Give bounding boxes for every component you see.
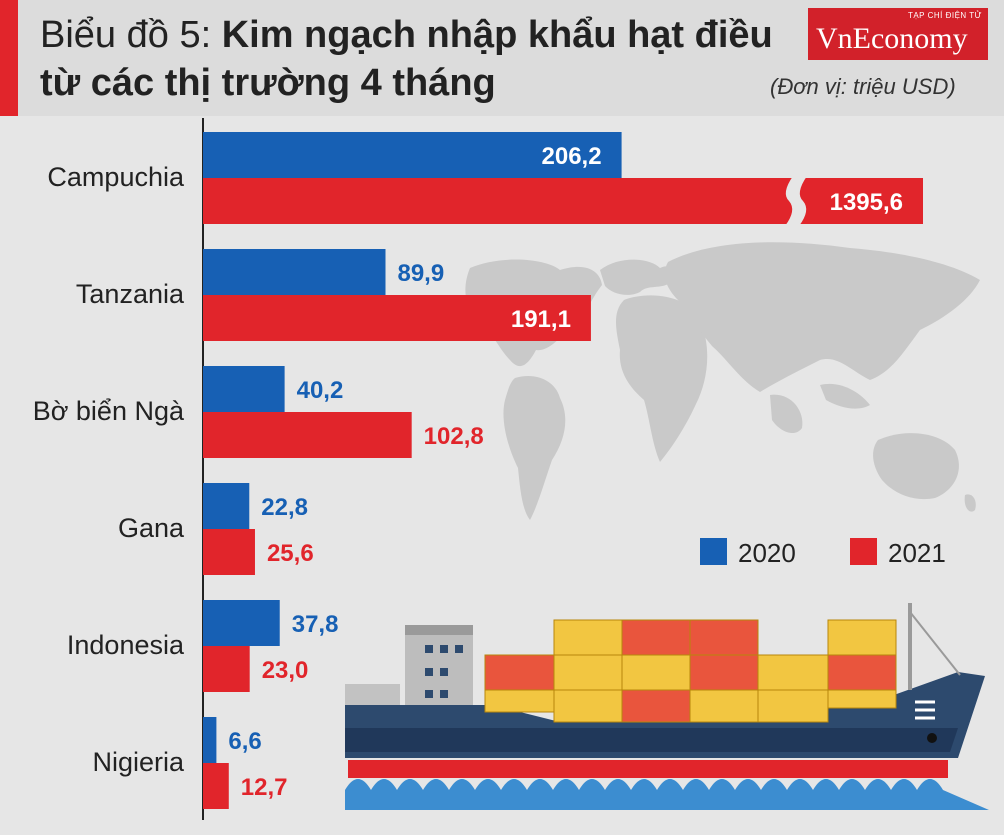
value-label-nigieria-2021: 12,7 <box>241 774 288 801</box>
bar-bo-bien-nga-2020 <box>203 366 285 412</box>
cargo-ship-illustration <box>345 603 989 810</box>
value-label-indonesia-2020: 37,8 <box>292 611 339 638</box>
header-accent-bar <box>0 0 18 116</box>
chart-title: Biểu đồ 5: Kim ngạch nhập khẩu hạt điều <box>40 14 773 57</box>
logo-tagline: TẠP CHÍ ĐIỆN TỬ <box>907 11 982 20</box>
bar-campuchia-2021 <box>203 178 923 224</box>
header: Biểu đồ 5: Kim ngạch nhập khẩu hạt điều … <box>0 0 1004 116</box>
bar-tanzania-2021 <box>203 295 591 341</box>
bar-nigieria-2021 <box>203 763 229 809</box>
bar-gana-2021 <box>203 529 255 575</box>
bar-nigieria-2020 <box>203 717 217 763</box>
title-prefix: Biểu đồ 5: <box>40 14 212 56</box>
bar-indonesia-2020 <box>203 600 280 646</box>
world-map-illustration <box>465 242 980 520</box>
logo-brand: VnEconomy <box>816 22 968 55</box>
value-label-bo-bien-nga-2020: 40,2 <box>297 377 344 404</box>
value-label-gana-2021: 25,6 <box>267 540 314 567</box>
waves <box>345 779 989 810</box>
legend-label-2021: 2021 <box>888 538 946 568</box>
bar-tanzania-2020 <box>203 249 386 295</box>
category-label-tanzania: Tanzania <box>76 279 185 309</box>
value-label-gana-2020: 22,8 <box>261 494 308 521</box>
value-label-tanzania-2021: 191,1 <box>511 306 571 333</box>
value-label-tanzania-2020: 89,9 <box>397 260 444 287</box>
vneconomy-logo: TẠP CHÍ ĐIỆN TỬ VnEconomy <box>808 8 988 60</box>
bar-gana-2020 <box>203 483 250 529</box>
containers <box>484 619 897 723</box>
legend-swatch-2020 <box>700 538 727 565</box>
value-label-bo-bien-nga-2021: 102,8 <box>424 423 484 450</box>
category-label-bo-bien-nga: Bờ biển Ngà <box>33 396 185 426</box>
category-label-campuchia: Campuchia <box>47 162 185 192</box>
title-bold: Kim ngạch nhập khẩu hạt điều <box>221 14 773 56</box>
bar-campuchia-2020 <box>203 132 622 178</box>
value-label-campuchia-2021: 1395,6 <box>830 189 903 216</box>
value-label-nigieria-2020: 6,6 <box>228 728 261 755</box>
bar-indonesia-2021 <box>203 646 250 692</box>
category-label-gana: Gana <box>118 513 185 543</box>
legend: 2020 2021 <box>700 538 946 568</box>
unit-label: (Đơn vị: triệu USD) <box>770 74 956 99</box>
value-label-indonesia-2021: 23,0 <box>262 657 309 684</box>
value-label-campuchia-2020: 206,2 <box>542 143 602 170</box>
legend-swatch-2021 <box>850 538 877 565</box>
category-label-nigieria: Nigieria <box>92 747 185 777</box>
bars-group: Campuchia 206,2 1395,6 Tanzania 89,9 191,1 Bờ … <box>33 132 923 809</box>
bar-bo-bien-nga-2021 <box>203 412 412 458</box>
category-label-indonesia: Indonesia <box>67 630 185 660</box>
chart-title-line2: từ các thị trường 4 tháng <box>40 62 496 104</box>
legend-label-2020: 2020 <box>738 538 796 568</box>
axis-break-mark <box>785 176 807 226</box>
